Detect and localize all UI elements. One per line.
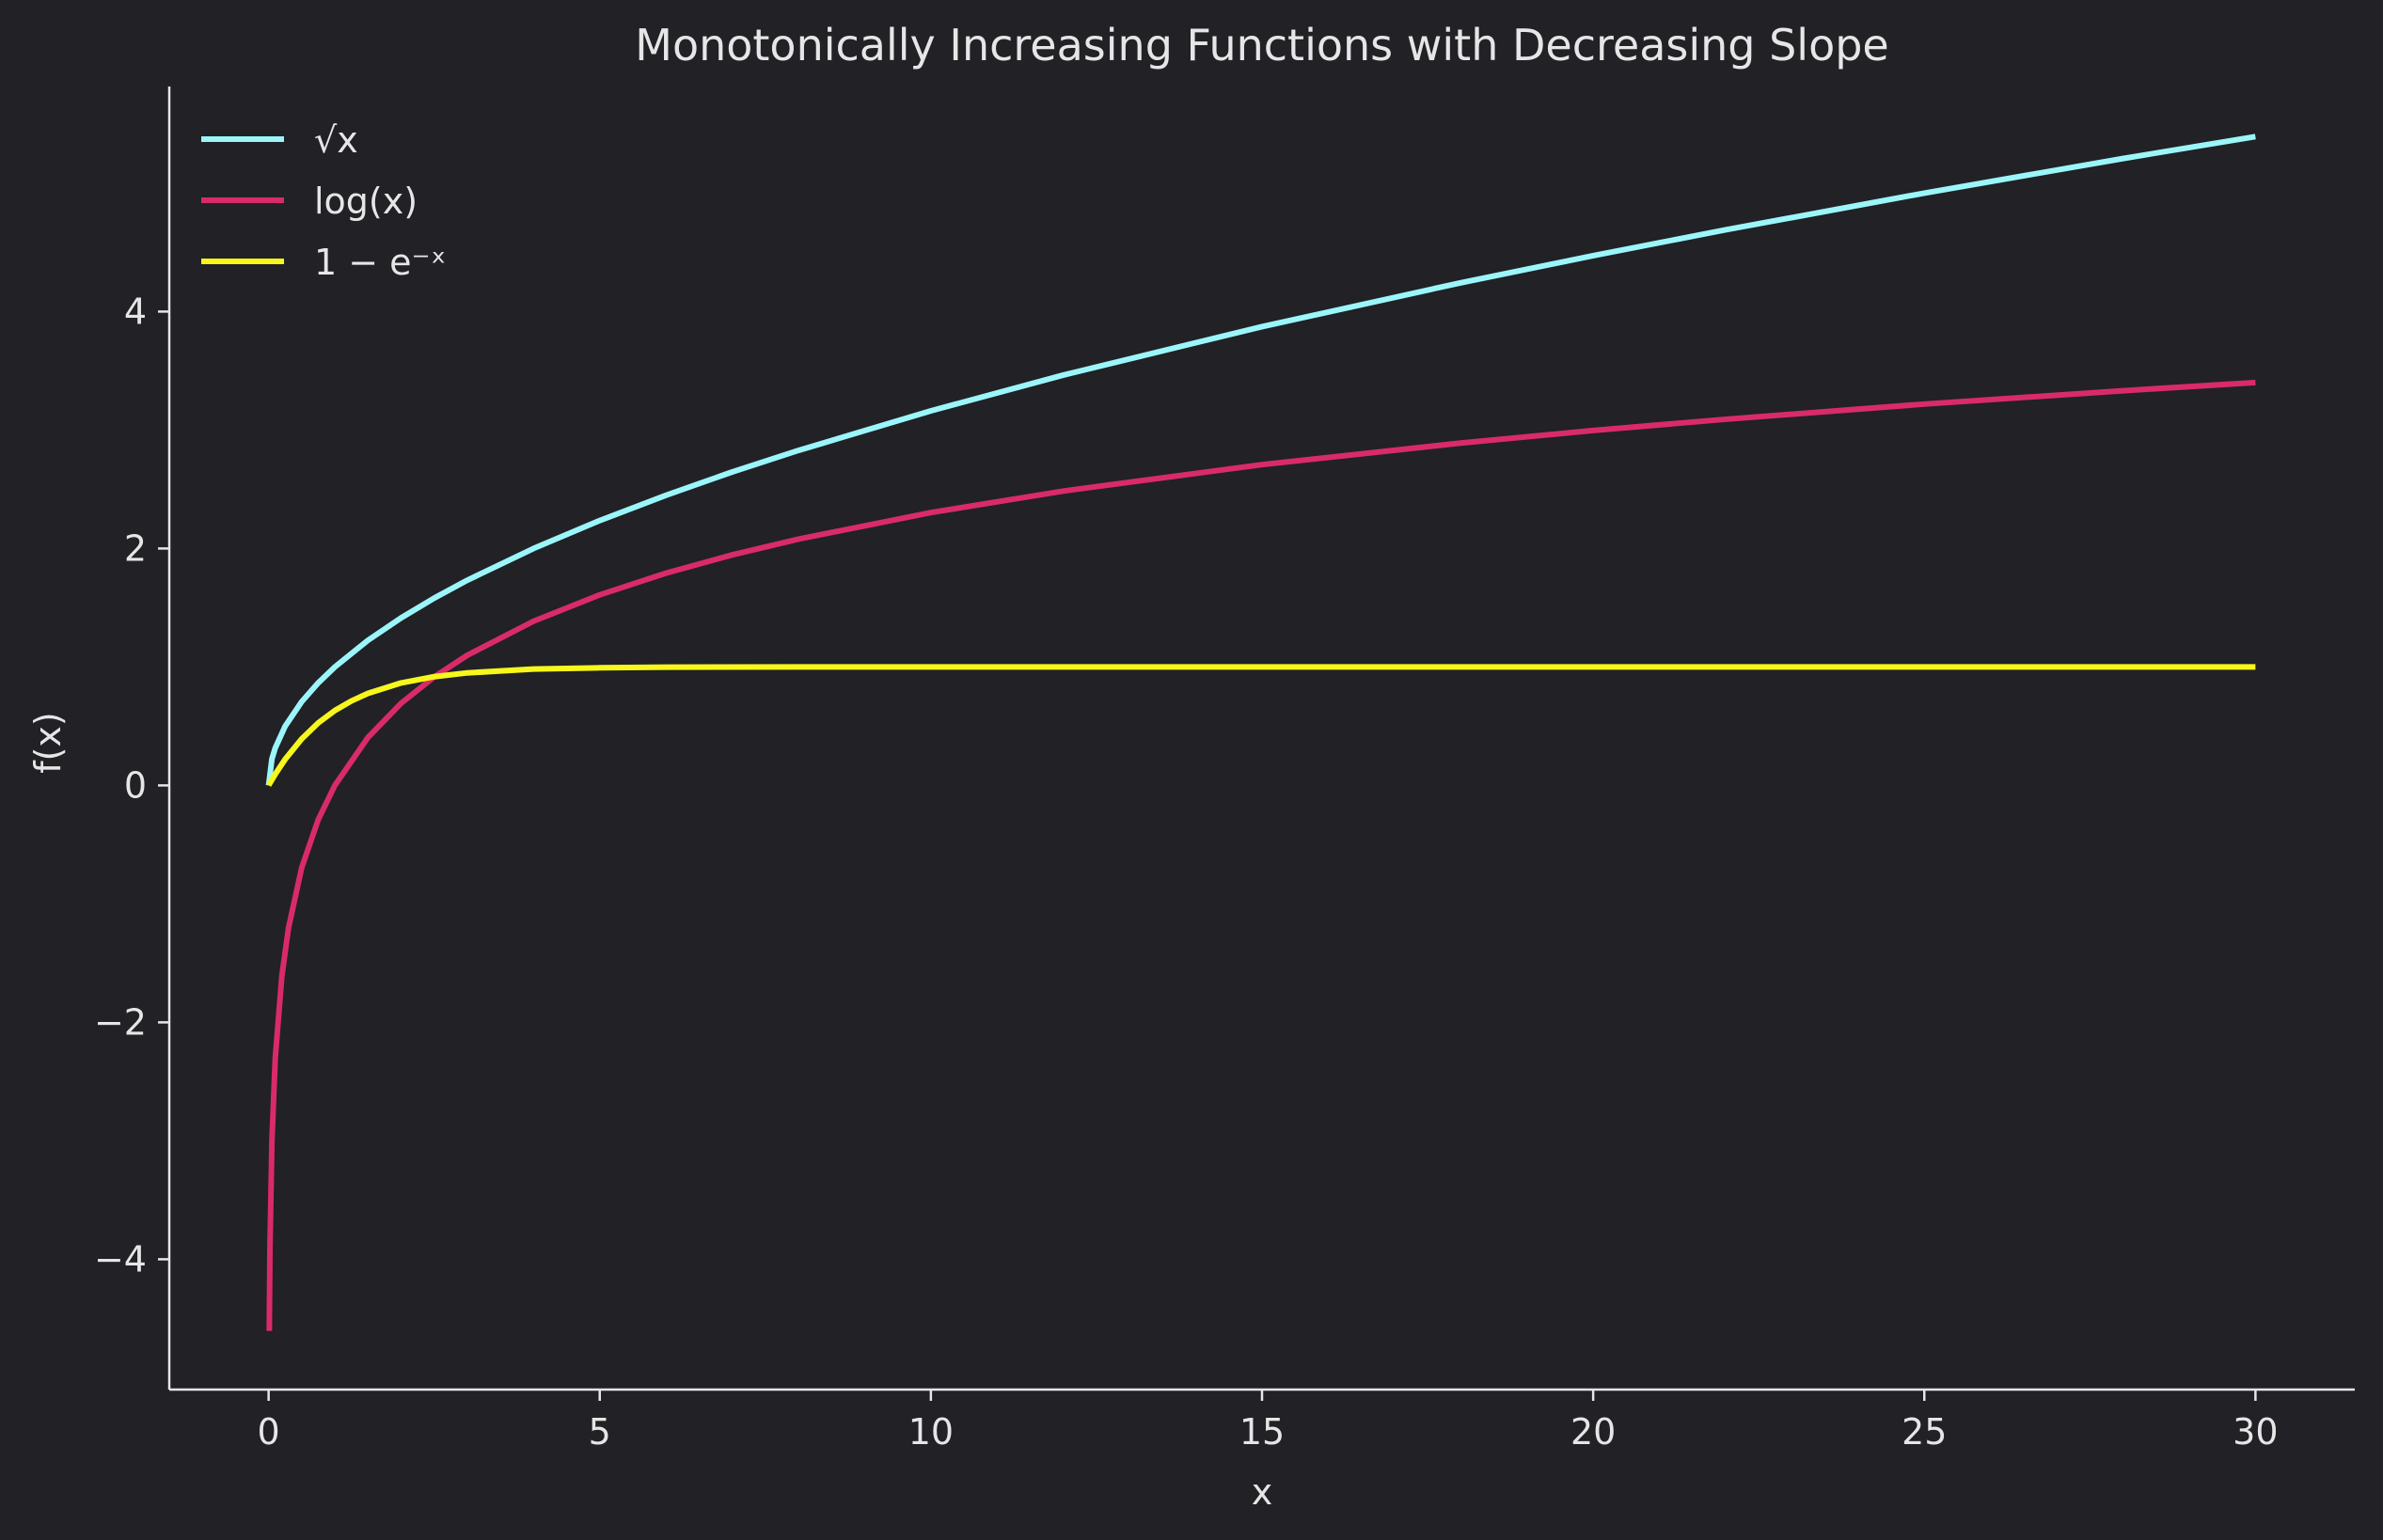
y-tick-label: −2 [94, 1001, 147, 1043]
x-tick-label: 25 [1902, 1411, 1947, 1453]
y-axis-label: f(x) [27, 712, 69, 774]
x-tick-label: 20 [1570, 1411, 1616, 1453]
legend: √x log(x) 1 − e⁻ˣ [201, 119, 446, 283]
x-tick-label: 15 [1239, 1411, 1285, 1453]
series-line-log [266, 379, 2256, 1331]
x-tick-label: 30 [2233, 1411, 2278, 1453]
x-tick-label: 10 [908, 1411, 954, 1453]
legend-label-log: log(x) [314, 181, 418, 222]
x-tick-label: 5 [589, 1411, 611, 1453]
series-lines [265, 134, 2256, 1331]
x-axis-label: x [1252, 1471, 1273, 1513]
legend-label-sqrt: √x [314, 119, 358, 161]
chart-title: Monotonically Increasing Functions with … [635, 20, 1888, 71]
legend-label-one-minus-exp: 1 − e⁻ˣ [314, 242, 446, 283]
axes: 0 5 10 15 20 25 30 −4 −2 0 2 4 [94, 86, 2355, 1453]
y-tick-label: −4 [94, 1238, 147, 1280]
series-line-one-minus-exp [266, 664, 2256, 787]
x-tick-label: 0 [258, 1411, 280, 1453]
y-tick-label: 2 [124, 527, 147, 569]
y-tick-label: 0 [124, 764, 147, 806]
series-line-sqrt [265, 134, 2256, 786]
y-tick-label: 4 [124, 291, 147, 332]
